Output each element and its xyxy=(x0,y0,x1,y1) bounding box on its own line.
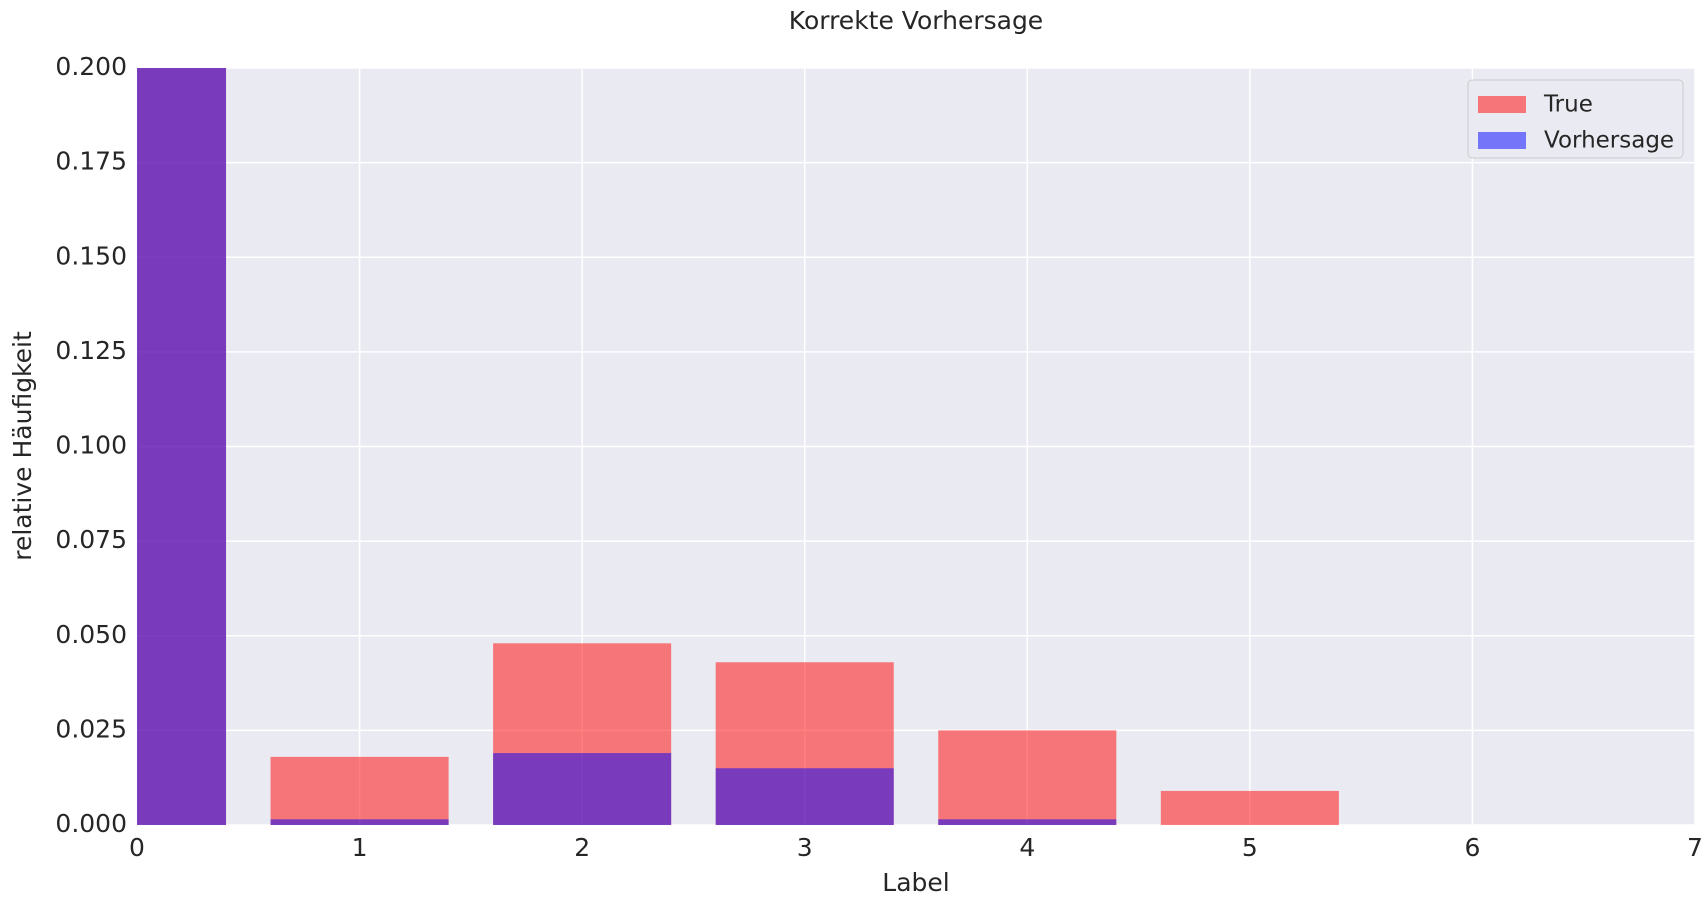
y-tick-label: 0.000 xyxy=(55,809,127,838)
legend: True Vorhersage xyxy=(1467,79,1684,159)
y-tick-label: 0.200 xyxy=(55,52,127,81)
x-tick-label: 2 xyxy=(574,833,590,862)
chart-title: Korrekte Vorhersage xyxy=(789,6,1043,35)
bar xyxy=(938,819,1117,825)
bars xyxy=(137,68,1339,825)
x-tick-label: 7 xyxy=(1687,833,1703,862)
bar xyxy=(715,768,894,825)
bar xyxy=(938,730,1117,825)
x-tick-label: 6 xyxy=(1464,833,1480,862)
labels: 0.000 0.025 0.050 0.075 0.100 0.125 0.150 0.175… xyxy=(55,52,1703,862)
y-tick-label: 0.050 xyxy=(55,620,127,649)
bar xyxy=(493,753,672,825)
x-axis-label: Label xyxy=(882,868,949,897)
legend-label: True xyxy=(1543,92,1593,118)
y-tick-label: 0.175 xyxy=(55,147,127,176)
y-tick-label: 0.075 xyxy=(55,525,127,554)
bar xyxy=(1160,790,1339,825)
bar xyxy=(270,819,449,825)
x-tick-label: 5 xyxy=(1242,833,1258,862)
x-tick-label: 3 xyxy=(797,833,813,862)
legend-swatch xyxy=(1478,96,1526,113)
legend-swatch xyxy=(1478,132,1526,149)
y-axis-label: relative Häufigkeit xyxy=(8,331,37,561)
x-tick-label: 4 xyxy=(1019,833,1035,862)
y-tick-label: 0.125 xyxy=(55,336,127,365)
bar xyxy=(137,68,227,825)
y-tick-label: 0.100 xyxy=(55,431,127,460)
bar xyxy=(270,756,449,825)
x-tick-label: 0 xyxy=(129,833,145,862)
y-tick-label: 0.025 xyxy=(55,714,127,743)
legend-label: Vorhersage xyxy=(1544,128,1674,154)
x-tick-label: 1 xyxy=(352,833,368,862)
y-tick-label: 0.150 xyxy=(55,241,127,270)
